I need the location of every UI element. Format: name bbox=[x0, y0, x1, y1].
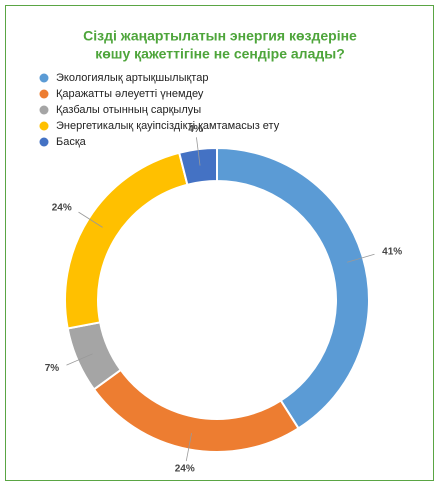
leader-line bbox=[347, 253, 375, 263]
chart-title: Сізді жаңартылатын энергия көздеріне bbox=[83, 28, 357, 44]
donut-segment bbox=[177, 146, 218, 186]
data-label: 7% bbox=[45, 363, 60, 374]
data-label: 4% bbox=[188, 124, 203, 135]
data-label: 24% bbox=[52, 202, 72, 213]
legend-swatch bbox=[39, 105, 49, 115]
legend-label: Экологиялық артықшылықтар bbox=[56, 72, 208, 84]
legend-label: Қазбалы отынның сарқылуы bbox=[56, 104, 201, 116]
legend-swatch bbox=[39, 89, 49, 99]
leader-line bbox=[196, 137, 201, 166]
donut-segment bbox=[216, 146, 370, 430]
legend-label: Энергетикалық қауіпсіздікті қамтамасыз е… bbox=[56, 120, 280, 132]
legend-swatch bbox=[39, 121, 49, 131]
data-label: 41% bbox=[382, 247, 402, 258]
legend-label: Басқа bbox=[56, 136, 87, 148]
legend-label: Қаражатты әлеуетті үнемдеу bbox=[56, 88, 204, 100]
donut-segment bbox=[92, 368, 300, 453]
leader-line bbox=[185, 433, 193, 462]
data-label: 24% bbox=[175, 464, 195, 475]
chart-title: көшу қажеттігіне не сендіре алады? bbox=[95, 46, 345, 62]
legend-swatch bbox=[39, 137, 49, 147]
leader-line bbox=[66, 353, 93, 366]
leader-line bbox=[78, 211, 103, 228]
donut-segment bbox=[64, 151, 189, 330]
frame bbox=[5, 5, 434, 481]
legend-swatch bbox=[39, 73, 49, 83]
